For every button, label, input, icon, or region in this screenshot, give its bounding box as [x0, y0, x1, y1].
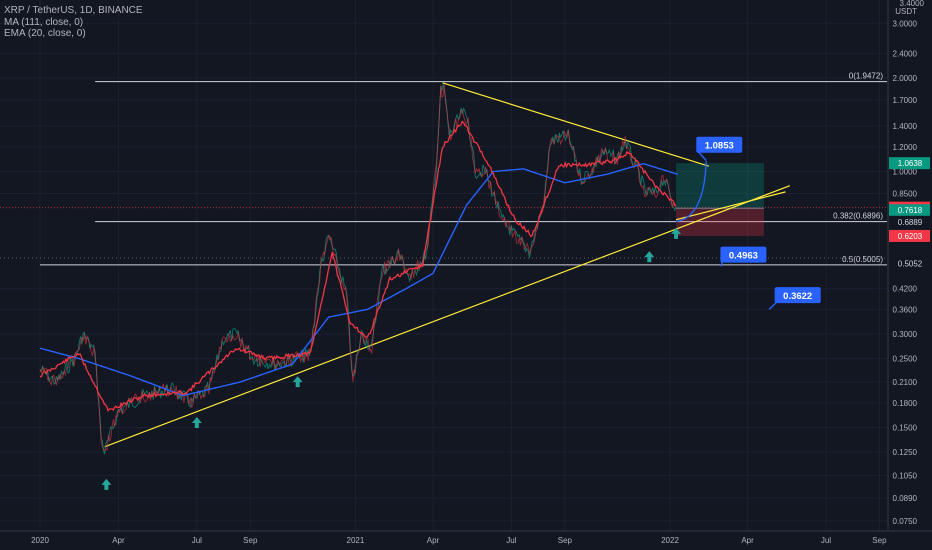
time-tick-label: 2022	[661, 536, 679, 545]
fib-level-label: 0.5(0.5005)	[842, 255, 883, 264]
up-arrow-icon	[292, 376, 303, 388]
price-tick-label: 1.4000	[893, 122, 918, 131]
price-tick-label: 0.3000	[893, 330, 918, 339]
callout-box[interactable]	[774, 287, 821, 304]
currency-top: 3.4000	[900, 0, 925, 8]
up-arrow-icon	[101, 478, 112, 490]
time-tick-label: Sep	[558, 536, 573, 545]
price-label-bg	[889, 215, 930, 228]
callouts[interactable]: 1.0853 0.4963 0.3622	[696, 136, 821, 310]
price-tick-label: 0.4200	[893, 285, 918, 294]
time-tick-label: Sep	[872, 536, 887, 545]
time-tick-label: Apr	[112, 536, 125, 545]
price-tick-label: 0.0750	[893, 517, 918, 526]
position-target-zone[interactable]	[676, 163, 764, 209]
time-tick-label: Apr	[427, 536, 440, 545]
up-arrow-icon	[644, 251, 655, 263]
time-tick-label: Jul	[192, 536, 202, 545]
price-tick-label: 0.8500	[893, 189, 918, 198]
price-label-bg	[889, 157, 930, 170]
time-tick-label: Jul	[821, 536, 831, 545]
price-axis-bg	[888, 0, 932, 550]
price-tick-label: 3.0000	[893, 19, 918, 28]
price-tick-label: 0.1800	[893, 399, 918, 408]
ema-indicator-label[interactable]: EMA (20, close, 0)	[4, 28, 86, 39]
price-tick-label: 0.1500	[893, 423, 918, 432]
currency-unit: USDT	[895, 7, 917, 16]
price-tick-label: 0.3600	[893, 305, 918, 314]
fib-level-label: 0(1.9472)	[849, 72, 884, 81]
price-label: 0.6889	[898, 218, 923, 227]
price-candles-up	[39, 83, 677, 455]
price-label-bg	[889, 229, 930, 242]
trendline-resistance[interactable]	[442, 82, 709, 167]
time-tick-label: Jul	[506, 536, 516, 545]
gridlines	[0, 0, 887, 543]
callout-label: 1.0853	[705, 141, 734, 152]
time-axis: 2020 Apr Jul Sep 2021 Apr Jul Sep 2022 Apr Jul Sep	[0, 530, 932, 550]
callout-box[interactable]	[720, 246, 767, 263]
ma111-line	[39, 162, 678, 397]
price-series	[39, 83, 678, 455]
price-tick-label: 2.0000	[893, 74, 918, 83]
callout-label: 0.4963	[729, 251, 758, 262]
time-tick-label: Sep	[243, 536, 258, 545]
time-tick-label: 2020	[31, 536, 49, 545]
price-tick-label: 2.4000	[893, 49, 918, 58]
price-label: 1.0638	[898, 159, 923, 168]
price-tick-label: 0.0890	[893, 494, 918, 503]
arrow-markers	[101, 227, 682, 490]
ma-indicator-label[interactable]: MA (111, close, 0)	[4, 16, 84, 28]
callout-pointer	[697, 151, 707, 161]
ema20-line	[39, 120, 677, 412]
price-tick-label: 0.2100	[893, 378, 918, 387]
price-tick-label: 0.1250	[893, 448, 918, 457]
up-arrow-icon	[671, 227, 682, 239]
chart-legend: XRP / TetherUS, 1D, BINANCE MA (111, clo…	[4, 5, 143, 40]
price-tick-label: 0.1050	[893, 472, 918, 481]
price-label: 0.7618	[898, 206, 923, 215]
fib-level-label: 0.382(0.6896)	[833, 212, 883, 221]
price-tick-label: 1.2000	[893, 143, 918, 152]
price-tick-label: 0.2500	[893, 355, 918, 364]
time-tick-label: Apr	[741, 536, 754, 545]
price-label: 0.5052	[898, 260, 923, 269]
price-label-bg	[889, 257, 930, 270]
time-axis-bg	[0, 531, 932, 550]
callout-label: 0.3622	[783, 291, 812, 302]
up-arrow-icon	[191, 417, 202, 429]
price-label-bg	[889, 204, 930, 217]
time-tick-label: 2021	[347, 536, 365, 545]
callout-box[interactable]	[696, 136, 743, 153]
price-candles-down	[39, 84, 677, 452]
projection-curve[interactable]	[675, 161, 707, 223]
callout-pointer	[768, 301, 778, 310]
price-tick-label: 1.7000	[893, 96, 918, 105]
trendline-resistance-ext[interactable]	[675, 191, 786, 221]
trendline-support[interactable]	[104, 185, 791, 448]
price-label: 0.6203	[898, 232, 923, 241]
long-position-tool[interactable]	[676, 163, 764, 236]
symbol-title[interactable]: XRP / TetherUS, 1D, BINANCE	[4, 5, 143, 16]
price-tick-label: 1.0000	[893, 168, 918, 177]
